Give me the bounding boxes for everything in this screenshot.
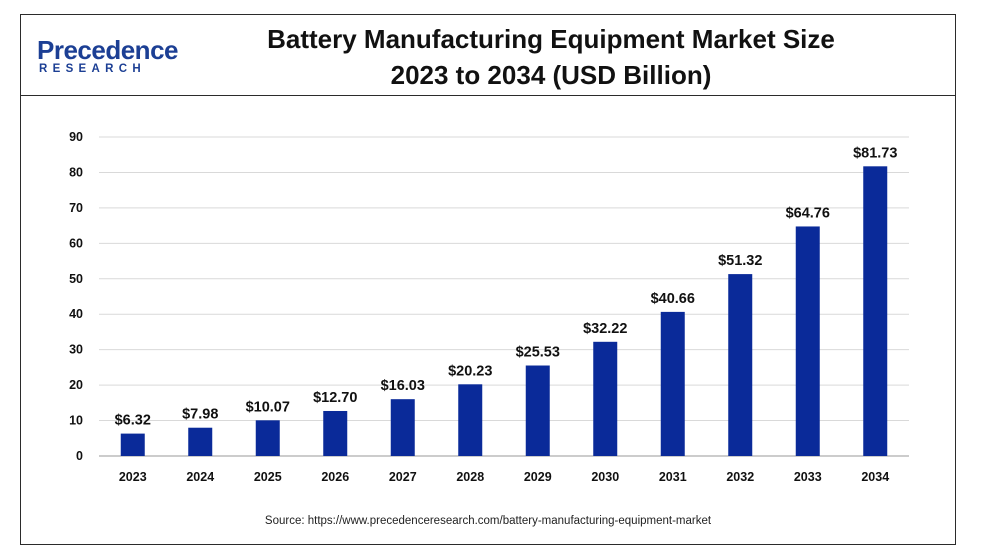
source-note: Source: https://www.precedenceresearch.c…	[264, 515, 712, 527]
x-tick-label: 2024	[186, 470, 214, 484]
chart-title-line-2: 2023 to 2034 (USD Billion)	[390, 60, 712, 90]
chart-frame: Precedence RESEARCH Battery Manufacturin…	[20, 14, 956, 545]
data-label: $51.32	[718, 253, 762, 269]
y-tick-label: 10	[69, 414, 83, 428]
data-label: $7.98	[182, 407, 218, 423]
bar	[255, 420, 280, 456]
y-tick-label: 60	[69, 236, 83, 250]
data-label: $25.53	[516, 345, 560, 361]
bar	[458, 384, 483, 456]
chart-header: Precedence RESEARCH Battery Manufacturin…	[21, 15, 955, 96]
logo-wordmark: Precedence	[37, 35, 178, 65]
data-label: $20.23	[448, 363, 492, 379]
bar	[120, 433, 145, 456]
bar	[188, 427, 213, 456]
y-tick-label: 20	[69, 378, 83, 392]
bar	[390, 399, 415, 456]
y-tick-label: 90	[69, 130, 83, 144]
data-label: $10.07	[246, 399, 290, 415]
logo-subtitle: RESEARCH	[39, 63, 146, 75]
x-tick-label: 2031	[659, 470, 687, 484]
bar	[863, 166, 888, 456]
data-label: $12.70	[313, 390, 357, 406]
x-tick-label: 2028	[456, 470, 484, 484]
bar	[660, 311, 685, 456]
bar	[323, 410, 348, 456]
bar	[795, 226, 820, 456]
bar-chart: 0102030405060708090$6.322023$7.982024$10…	[69, 130, 909, 484]
y-tick-label: 50	[69, 272, 83, 286]
x-tick-label: 2025	[254, 470, 282, 484]
data-label: $32.22	[583, 321, 627, 337]
data-label: $64.76	[786, 205, 830, 221]
precedence-research-logo: Precedence RESEARCH	[37, 35, 178, 85]
x-tick-label: 2030	[591, 470, 619, 484]
bar	[525, 365, 550, 456]
data-label: $6.32	[115, 413, 151, 429]
x-tick-label: 2032	[726, 470, 754, 484]
x-tick-label: 2027	[389, 470, 417, 484]
y-tick-label: 70	[69, 201, 83, 215]
data-label: $40.66	[651, 291, 695, 307]
x-tick-label: 2026	[321, 470, 349, 484]
data-label: $16.03	[381, 378, 425, 394]
y-tick-label: 30	[69, 343, 83, 357]
bar	[728, 274, 753, 456]
x-tick-label: 2034	[861, 470, 889, 484]
y-tick-label: 0	[76, 449, 83, 463]
x-tick-label: 2033	[794, 470, 822, 484]
chart-title-line-1: Battery Manufacturing Equipment Market S…	[267, 24, 835, 54]
x-tick-label: 2023	[119, 470, 147, 484]
chart-title: Battery Manufacturing Equipment Market S…	[221, 21, 881, 93]
data-label: $81.73	[853, 145, 897, 161]
y-tick-label: 40	[69, 307, 83, 321]
y-tick-label: 80	[69, 165, 83, 179]
x-tick-label: 2029	[524, 470, 552, 484]
bar	[593, 341, 618, 456]
